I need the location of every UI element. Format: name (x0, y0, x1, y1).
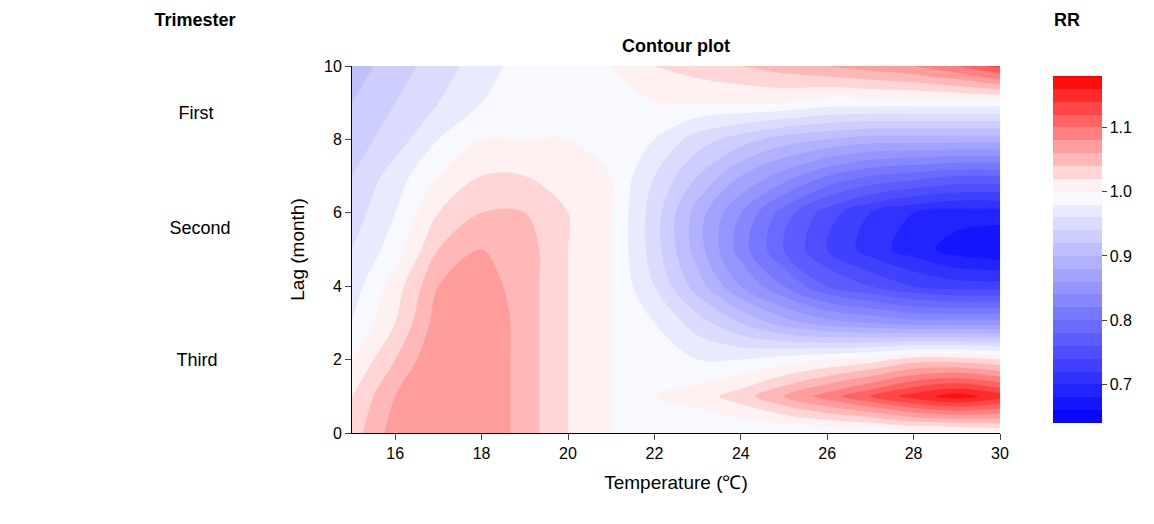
svg-text:1.1: 1.1 (1110, 119, 1132, 136)
svg-text:16: 16 (386, 445, 404, 462)
html-text:Trimester: Trimester (154, 9, 236, 30)
svg-text:Lag (month): Lag (month) (287, 198, 308, 300)
svg-text:24: 24 (732, 445, 750, 462)
svg-text:RR: RR (1054, 10, 1080, 30)
html-text:First: First (178, 102, 214, 123)
svg-text:18: 18 (473, 445, 491, 462)
svg-text:2: 2 (333, 351, 342, 368)
svg-text:28: 28 (905, 445, 923, 462)
svg-text:0: 0 (333, 425, 342, 442)
svg-text:20: 20 (559, 445, 577, 462)
svg-text:26: 26 (818, 445, 836, 462)
html-text:Third: Third (176, 349, 218, 370)
svg-text:0.9: 0.9 (1110, 248, 1132, 265)
svg-text:8: 8 (333, 131, 342, 148)
svg-text:30: 30 (991, 445, 1009, 462)
html-text:Second: Second (169, 217, 231, 238)
svg-text:10: 10 (324, 58, 342, 75)
svg-text:6: 6 (333, 204, 342, 221)
svg-text:Temperature (℃): Temperature (℃) (604, 472, 748, 493)
svg-text:4: 4 (333, 278, 342, 295)
svg-text:22: 22 (646, 445, 664, 462)
svg-text:1.0: 1.0 (1110, 183, 1132, 200)
svg-text:Contour plot: Contour plot (622, 36, 730, 56)
svg-text:0.7: 0.7 (1110, 376, 1132, 393)
svg-text:0.8: 0.8 (1110, 312, 1132, 329)
